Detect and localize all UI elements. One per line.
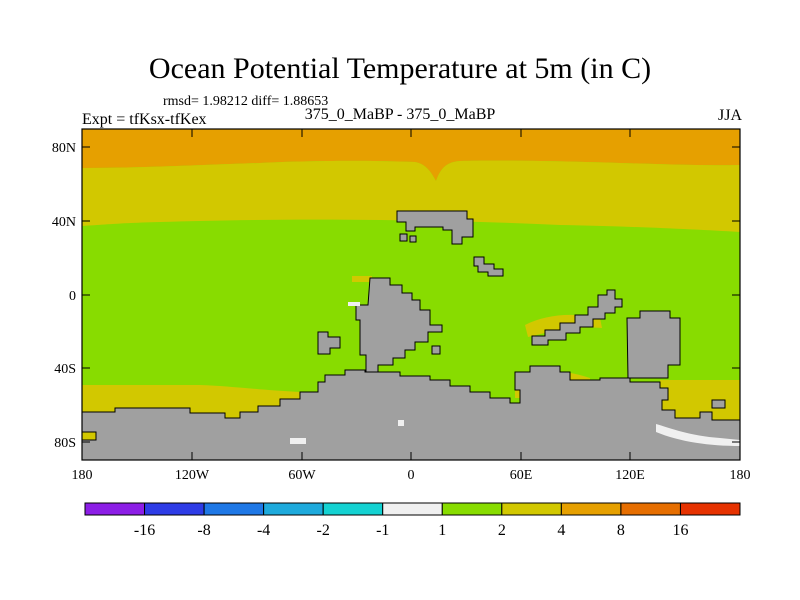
near-zero-patch-small bbox=[398, 420, 404, 426]
land-west-islands bbox=[317, 331, 341, 355]
colorbar-tick-label: 1 bbox=[438, 522, 446, 539]
lat-label-80n: 80N bbox=[52, 141, 76, 156]
lon-label-120w: 120W bbox=[175, 468, 210, 483]
land-small-island-3 bbox=[431, 345, 441, 355]
map-panel bbox=[81, 128, 741, 461]
colorbar-swatch bbox=[144, 502, 205, 516]
colorbar-swatch bbox=[620, 502, 681, 516]
north-2-4-band bbox=[82, 160, 740, 232]
colorbar-tick-label: -16 bbox=[134, 522, 155, 539]
lon-label-60w: 60W bbox=[288, 468, 316, 483]
near-zero-patch-west bbox=[348, 302, 360, 306]
colorbar-tick-label: -1 bbox=[376, 522, 389, 539]
land-east-continent bbox=[626, 310, 681, 379]
colorbar-swatch bbox=[263, 502, 324, 516]
experiment-label: Expt = tfKsx-tfKex bbox=[82, 111, 207, 128]
rmsd-diff-stats: rmsd= 1.98212 diff= 1.88653 bbox=[163, 94, 329, 109]
near-zero-patch-south-2 bbox=[656, 424, 740, 446]
colorbar-tick-label: 4 bbox=[557, 522, 565, 539]
land-small-island-1 bbox=[399, 233, 408, 242]
colorbar-swatch bbox=[441, 502, 503, 516]
lon-label-0: 0 bbox=[408, 468, 415, 483]
colorbar-labels: -16 -8 -4 -2 -1 1 2 4 8 16 bbox=[134, 522, 689, 539]
arctic-4-8-band bbox=[82, 129, 740, 181]
colorbar-swatch bbox=[679, 502, 741, 516]
colorbar-tick-label: -8 bbox=[197, 522, 210, 539]
comparison-label: 375_0_MaBP - 375_0_MaBP bbox=[304, 106, 496, 123]
land-diagonal-peninsula bbox=[531, 289, 623, 346]
colorbar-swatch bbox=[382, 502, 443, 516]
lat-label-40n: 40N bbox=[52, 215, 76, 230]
colorbar-swatch bbox=[501, 502, 562, 516]
colorbar-tick-label: 8 bbox=[617, 522, 625, 539]
equatorial-2-4-patch-2 bbox=[352, 276, 372, 282]
land-island-chain bbox=[473, 256, 504, 277]
colorbar-tick-label: 2 bbox=[498, 522, 506, 539]
colorbar-tick-label: 16 bbox=[672, 522, 688, 539]
lon-label-180w: 180 bbox=[72, 468, 93, 483]
colorbar-swatch bbox=[322, 502, 384, 516]
lon-label-180e: 180 bbox=[730, 468, 751, 483]
land-south-islands bbox=[711, 399, 726, 409]
lon-label-60e: 60E bbox=[510, 468, 533, 483]
land-antarctica-west bbox=[81, 365, 741, 461]
colorbar-swatch bbox=[560, 502, 622, 516]
lat-label-0: 0 bbox=[69, 289, 76, 304]
lat-label-80s: 80S bbox=[54, 436, 76, 451]
near-zero-patch-south-1 bbox=[290, 438, 306, 444]
lon-label-120e: 120E bbox=[615, 468, 645, 483]
land-central-continent bbox=[355, 277, 443, 373]
land-northern-continent bbox=[396, 210, 474, 245]
colorbar-tick-label: -2 bbox=[317, 522, 330, 539]
season-label: JJA bbox=[717, 107, 742, 124]
colorbar-tick-label: -4 bbox=[257, 522, 270, 539]
land-small-island-2 bbox=[409, 235, 417, 243]
colorbar bbox=[84, 502, 741, 516]
colorbar-swatch bbox=[84, 502, 146, 516]
lat-label-40s: 40S bbox=[54, 362, 76, 377]
colorbar-swatch bbox=[203, 502, 265, 516]
plot-title: Ocean Potential Temperature at 5m (in C) bbox=[148, 52, 652, 85]
